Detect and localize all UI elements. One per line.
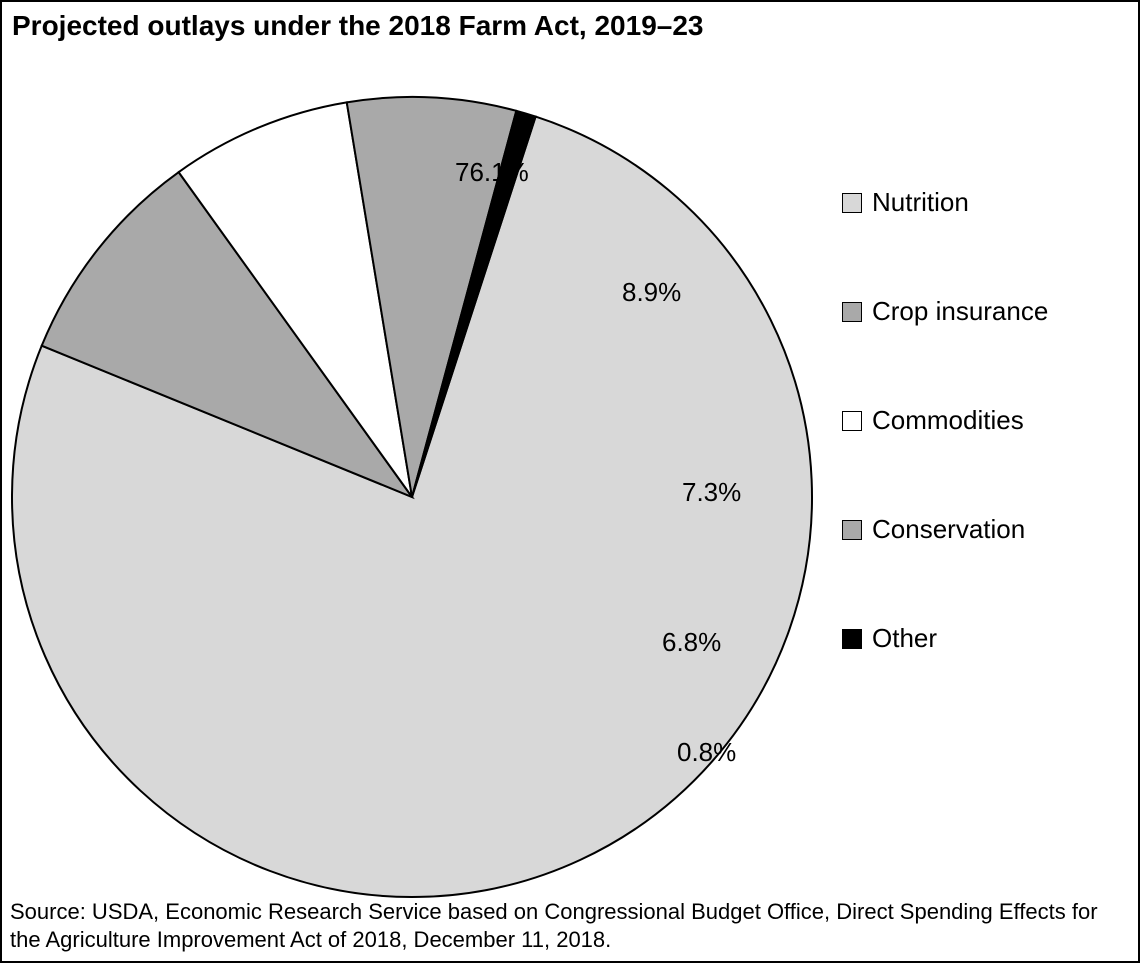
slice-label-commodities: 7.3% <box>682 477 741 508</box>
chart-legend: Nutrition Crop insurance Commodities Con… <box>842 187 1102 732</box>
legend-swatch-other <box>842 629 862 649</box>
legend-label-commodities: Commodities <box>872 405 1024 436</box>
legend-label-conservation: Conservation <box>872 514 1025 545</box>
chart-frame: Projected outlays under the 2018 Farm Ac… <box>0 0 1140 963</box>
slice-label-nutrition: 76.1% <box>455 157 529 188</box>
legend-item-commodities: Commodities <box>842 405 1102 436</box>
slice-label-crop-insurance: 8.9% <box>622 277 681 308</box>
legend-item-conservation: Conservation <box>842 514 1102 545</box>
legend-label-nutrition: Nutrition <box>872 187 969 218</box>
legend-swatch-commodities <box>842 411 862 431</box>
legend-item-crop-insurance: Crop insurance <box>842 296 1102 327</box>
slice-label-other: 0.8% <box>677 737 736 768</box>
legend-label-crop-insurance: Crop insurance <box>872 296 1048 327</box>
legend-item-nutrition: Nutrition <box>842 187 1102 218</box>
legend-swatch-crop-insurance <box>842 302 862 322</box>
legend-swatch-conservation <box>842 520 862 540</box>
pie-chart-area: 76.1% 8.9% 7.3% 6.8% 0.8% Nutrition Crop… <box>2 57 1140 897</box>
slice-label-conservation: 6.8% <box>662 627 721 658</box>
legend-item-other: Other <box>842 623 1102 654</box>
chart-source: Source: USDA, Economic Research Service … <box>10 898 1130 953</box>
legend-swatch-nutrition <box>842 193 862 213</box>
chart-title: Projected outlays under the 2018 Farm Ac… <box>12 10 703 42</box>
legend-label-other: Other <box>872 623 937 654</box>
